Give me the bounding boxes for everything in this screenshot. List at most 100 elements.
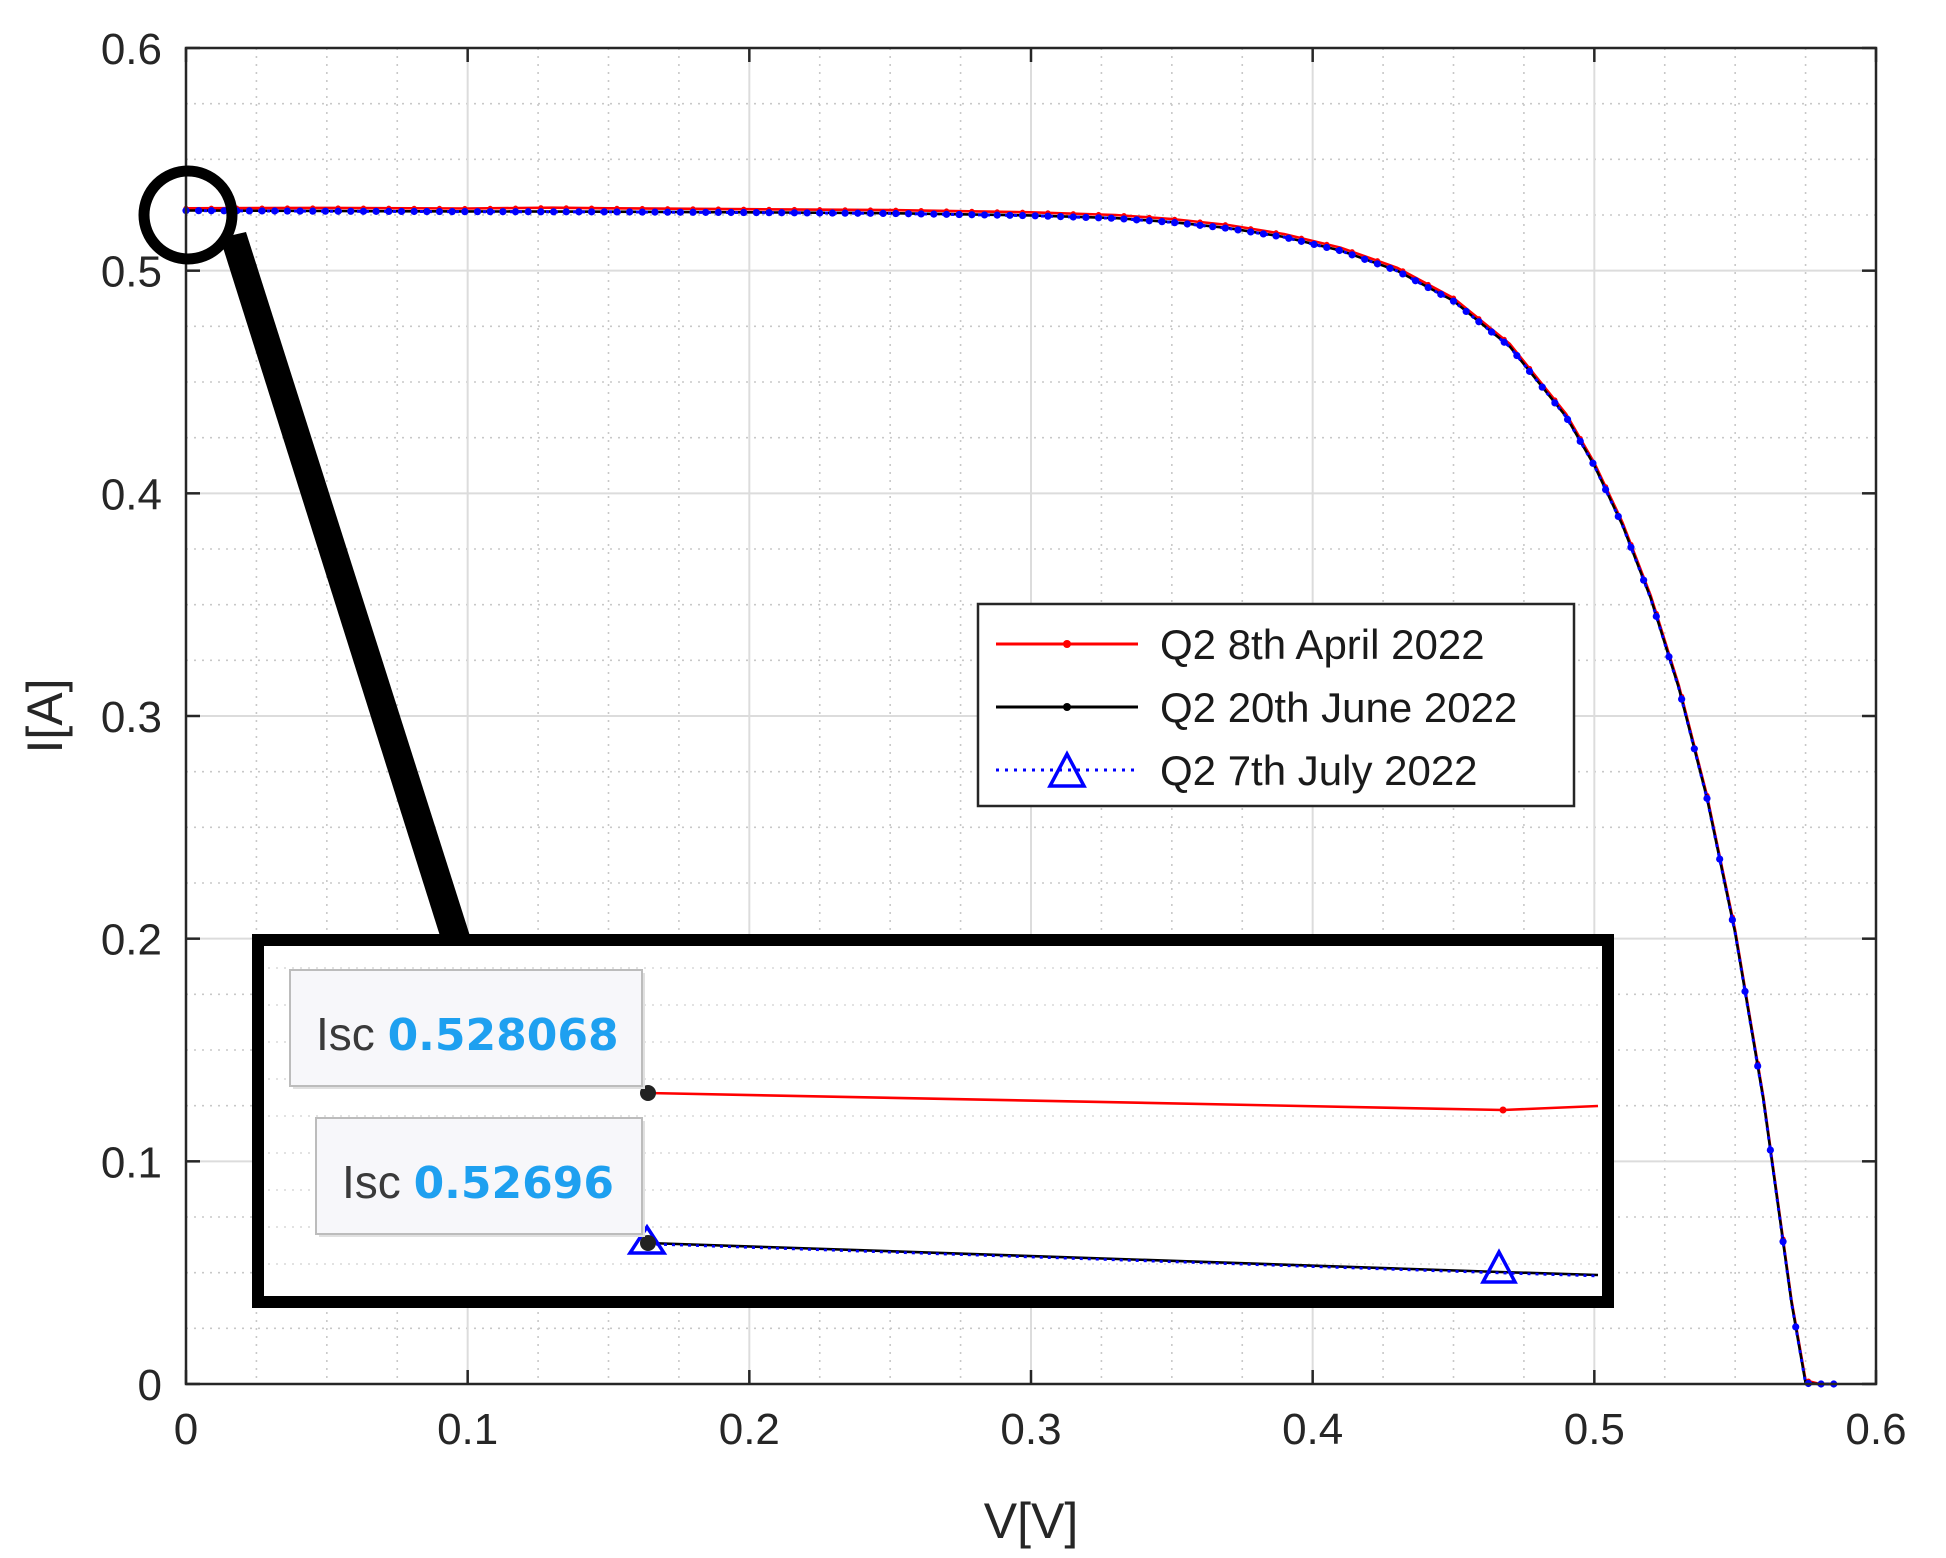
data-point [613, 208, 621, 216]
data-point [1766, 1146, 1774, 1154]
data-point [1158, 218, 1166, 226]
inset-triangle-marker-start [626, 1223, 668, 1255]
legend-label-3: Q2 7th July 2022 [1160, 747, 1478, 794]
y-tick-label: 0.6 [101, 25, 162, 74]
data-point [410, 207, 418, 216]
data-point [689, 208, 697, 216]
data-point [1640, 576, 1648, 584]
data-point [245, 207, 253, 215]
data-point [955, 210, 963, 219]
data-point [423, 207, 431, 216]
x-axis-ticks: 0 0.1 0.2 0.3 0.4 0.5 0.6 [174, 48, 1907, 1454]
y-axis-label: I[A] [17, 678, 73, 753]
data-point [1576, 437, 1584, 445]
data-point [195, 207, 203, 215]
data-point [1589, 459, 1597, 467]
zoom-circle [138, 165, 238, 265]
data-point [575, 208, 583, 216]
data-point [549, 208, 558, 216]
data-point [600, 208, 608, 216]
data-point [385, 207, 393, 216]
y-tick-label: 0.1 [101, 1138, 162, 1187]
data-point [968, 211, 976, 219]
data-point [1145, 217, 1153, 225]
legend-dot-marker [1063, 703, 1071, 711]
data-point [1665, 653, 1673, 661]
data-point [1209, 223, 1217, 231]
data-point [347, 207, 355, 215]
data-point [866, 209, 875, 217]
data-point [473, 208, 482, 216]
data-point [1716, 855, 1724, 863]
y-tick-label: 0.5 [101, 248, 162, 297]
data-point [626, 208, 634, 216]
data-point [588, 208, 596, 216]
data-point [1031, 212, 1039, 220]
data-point [1120, 215, 1128, 223]
data-point [562, 208, 570, 216]
x-tick-label: 0.6 [1845, 1405, 1906, 1454]
data-point [993, 211, 1001, 219]
data-point [1563, 415, 1572, 423]
series-3 [182, 207, 1838, 1388]
data-point [1399, 270, 1407, 278]
data-point [664, 208, 672, 216]
data-point [1006, 211, 1014, 219]
data-point [1602, 485, 1610, 494]
data-point [1095, 214, 1103, 222]
data-point [1234, 226, 1242, 234]
data-point [461, 208, 469, 216]
data-point [942, 210, 951, 218]
data-point [1259, 230, 1267, 238]
data-point [1741, 987, 1749, 995]
data-point [1690, 745, 1698, 753]
data-point [1171, 219, 1179, 227]
data-point [397, 207, 406, 216]
data-point [765, 209, 773, 217]
data-point [1449, 297, 1458, 305]
data-point [1627, 543, 1635, 551]
data-point [651, 208, 659, 216]
datatip-value: 0.528068 [388, 1010, 619, 1061]
data-point [1754, 1062, 1762, 1070]
x-tick-label: 0.2 [719, 1405, 780, 1454]
data-point [727, 208, 735, 217]
datatip-text-1: Isc 0.528068 [316, 1008, 619, 1061]
x-tick-label: 0.5 [1564, 1405, 1625, 1454]
data-point [511, 208, 520, 216]
data-point [917, 210, 925, 218]
data-point [1728, 916, 1736, 924]
data-point [309, 207, 317, 215]
data-point [1107, 214, 1115, 222]
data-point [435, 207, 444, 216]
data-point [1792, 1323, 1800, 1331]
datatip-label: Isc [316, 1008, 388, 1060]
data-point [283, 207, 291, 215]
data-point [499, 208, 507, 216]
data-point [1424, 283, 1432, 292]
data-point [803, 209, 811, 217]
datatip-value: 0.52696 [414, 1158, 614, 1209]
data-point [892, 209, 900, 218]
data-point [1297, 237, 1305, 245]
data-point [1779, 1238, 1787, 1246]
y-tick-label: 0.4 [101, 470, 162, 519]
data-point [296, 207, 304, 215]
data-point [1678, 695, 1686, 703]
data-point [524, 208, 532, 216]
legend-label-1: Q2 8th April 2022 [1160, 621, 1485, 668]
data-point [879, 209, 887, 217]
data-point [816, 209, 824, 217]
data-point [1285, 234, 1293, 242]
y-tick-label: 0.3 [101, 693, 162, 742]
data-point [1538, 383, 1546, 391]
data-point [1462, 307, 1470, 316]
datatip-box-2 [315, 1117, 643, 1235]
data-point [1056, 213, 1065, 221]
data-point [1044, 212, 1052, 220]
inset-series-2-line [647, 1241, 1599, 1277]
inset-series-1-point [1499, 1106, 1507, 1114]
data-point [1183, 220, 1191, 228]
data-point [752, 208, 760, 217]
